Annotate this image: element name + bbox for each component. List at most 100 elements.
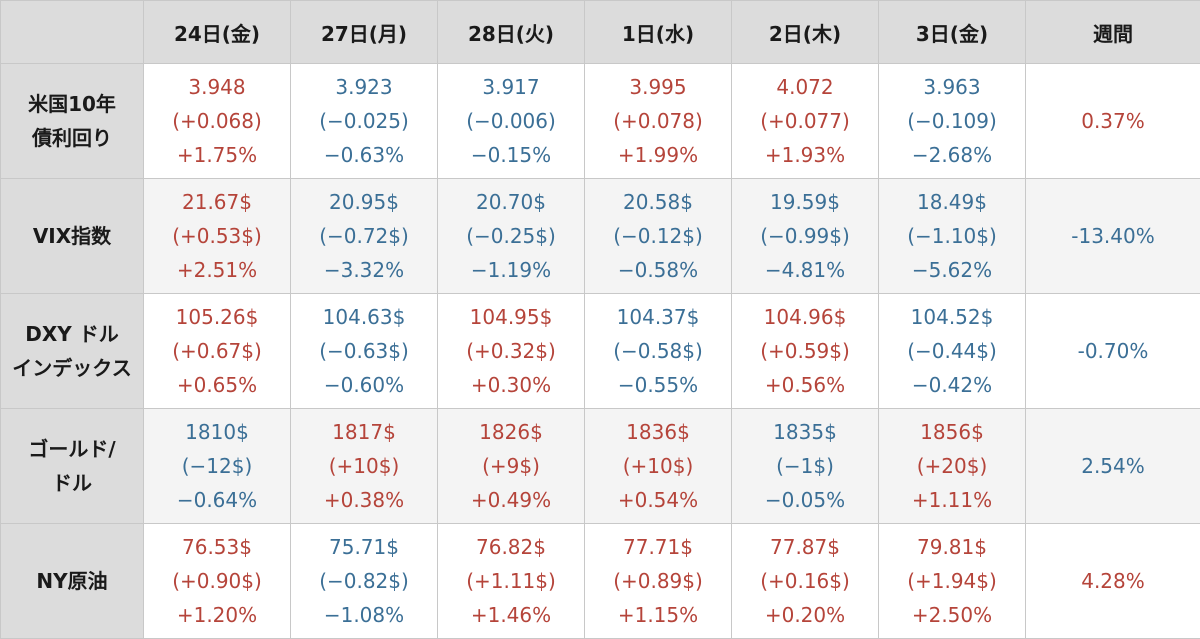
row-label-line: ドル	[1, 466, 143, 500]
price-cell-content: 21.67$(+0.53$)+2.51%	[172, 185, 262, 287]
header-day-cell: 24日(金)	[144, 1, 291, 64]
price-change-percent: −3.32%	[319, 253, 409, 287]
price-change: (+0.89$)	[613, 564, 703, 598]
price-cell: 1817$(+10$)+0.38%	[291, 409, 438, 524]
price-cell-content: 79.81$(+1.94$)+2.50%	[907, 530, 997, 632]
price-change-percent: +0.38%	[324, 483, 404, 517]
row-label-line: 債利回り	[1, 121, 143, 155]
price-change-percent: −2.68%	[907, 138, 997, 172]
price-change-percent: −5.62%	[907, 253, 997, 287]
price-cell: 104.95$(+0.32$)+0.30%	[438, 294, 585, 409]
price-change: (+10$)	[324, 449, 404, 483]
price-cell: 1826$(+9$)+0.49%	[438, 409, 585, 524]
price-cell-content: 104.37$(−0.58$)−0.55%	[613, 300, 703, 402]
price-cell: 1856$(+20$)+1.11%	[879, 409, 1026, 524]
price-cell-content: 75.71$(−0.82$)−1.08%	[319, 530, 409, 632]
row-label-line: VIX指数	[1, 219, 143, 253]
price-value: 21.67$	[172, 185, 262, 219]
price-value: 77.71$	[613, 530, 703, 564]
price-change: (+10$)	[618, 449, 698, 483]
price-cell-content: 104.96$(+0.59$)+0.56%	[760, 300, 850, 402]
price-change: (−0.72$)	[319, 219, 409, 253]
price-cell-content: 104.95$(+0.32$)+0.30%	[466, 300, 556, 402]
price-cell-content: 76.82$(+1.11$)+1.46%	[466, 530, 556, 632]
price-value: 104.37$	[613, 300, 703, 334]
price-cell-content: 20.58$(−0.12$)−0.58%	[613, 185, 703, 287]
table-row: 米国10年債利回り 3.948(+0.068)+1.75% 3.923(−0.025…	[1, 64, 1200, 179]
row-label-line: インデックス	[1, 351, 143, 385]
price-change-percent: −0.55%	[613, 368, 703, 402]
price-cell: 3.995(+0.078)+1.99%	[585, 64, 732, 179]
price-change: (−0.12$)	[613, 219, 703, 253]
price-cell: 3.948(+0.068)+1.75%	[144, 64, 291, 179]
price-cell-content: 3.923(−0.025)−0.63%	[319, 70, 409, 172]
price-value: 104.96$	[760, 300, 850, 334]
price-change: (−1.10$)	[907, 219, 997, 253]
price-cell: 18.49$(−1.10$)−5.62%	[879, 179, 1026, 294]
price-cell-content: 1856$(+20$)+1.11%	[912, 415, 992, 517]
table-header: 24日(金) 27日(月) 28日(火) 1日(水) 2日(木) 3日(金) 週…	[1, 1, 1200, 64]
price-value: 20.95$	[319, 185, 409, 219]
price-cell: 3.917(−0.006)−0.15%	[438, 64, 585, 179]
price-value: 1835$	[765, 415, 845, 449]
header-day-cell: 28日(火)	[438, 1, 585, 64]
table-body: 米国10年債利回り 3.948(+0.068)+1.75% 3.923(−0.025…	[1, 64, 1200, 639]
price-change: (−0.82$)	[319, 564, 409, 598]
price-cell-content: 20.95$(−0.72$)−3.32%	[319, 185, 409, 287]
price-value: 104.63$	[319, 300, 409, 334]
price-change: (+1.94$)	[907, 564, 997, 598]
header-day-cell: 27日(月)	[291, 1, 438, 64]
price-cell: 4.072(+0.077)+1.93%	[732, 64, 879, 179]
price-change: (+0.90$)	[172, 564, 262, 598]
price-cell: 20.95$(−0.72$)−3.32%	[291, 179, 438, 294]
price-change: (+0.078)	[613, 104, 703, 138]
price-change: (+1.11$)	[466, 564, 556, 598]
price-cell-content: 1836$(+10$)+0.54%	[618, 415, 698, 517]
price-value: 76.82$	[466, 530, 556, 564]
price-change-percent: +0.54%	[618, 483, 698, 517]
price-cell: 105.26$(+0.67$)+0.65%	[144, 294, 291, 409]
price-cell: 104.37$(−0.58$)−0.55%	[585, 294, 732, 409]
price-cell: 77.87$(+0.16$)+0.20%	[732, 524, 879, 639]
price-cell-content: 105.26$(+0.67$)+0.65%	[172, 300, 262, 402]
row-label-line: ゴールド/	[1, 432, 143, 466]
price-cell: 3.923(−0.025)−0.63%	[291, 64, 438, 179]
price-change-percent: +2.51%	[172, 253, 262, 287]
price-cell-content: 104.52$(−0.44$)−0.42%	[907, 300, 997, 402]
price-change-percent: −0.60%	[319, 368, 409, 402]
price-cell-content: 3.948(+0.068)+1.75%	[172, 70, 262, 172]
weekly-change-cell: 2.54%	[1026, 409, 1200, 524]
price-change-percent: +1.75%	[172, 138, 262, 172]
price-cell: 79.81$(+1.94$)+2.50%	[879, 524, 1026, 639]
price-change: (−0.63$)	[319, 334, 409, 368]
price-value: 4.072	[760, 70, 850, 104]
price-change: (+0.53$)	[172, 219, 262, 253]
price-value: 3.917	[466, 70, 556, 104]
header-day-cell: 1日(水)	[585, 1, 732, 64]
row-label-cell: DXY ドルインデックス	[1, 294, 144, 409]
row-label-line: 米国10年	[1, 87, 143, 121]
price-change-percent: +0.20%	[760, 598, 850, 632]
price-cell: 104.52$(−0.44$)−0.42%	[879, 294, 1026, 409]
price-cell: 76.82$(+1.11$)+1.46%	[438, 524, 585, 639]
price-change-percent: −0.58%	[613, 253, 703, 287]
price-value: 1836$	[618, 415, 698, 449]
price-change-percent: −0.64%	[177, 483, 257, 517]
price-value: 75.71$	[319, 530, 409, 564]
price-change: (+0.068)	[172, 104, 262, 138]
row-label-cell: ゴールド/ドル	[1, 409, 144, 524]
header-row: 24日(金) 27日(月) 28日(火) 1日(水) 2日(木) 3日(金) 週…	[1, 1, 1200, 64]
price-change-percent: +1.46%	[466, 598, 556, 632]
price-cell-content: 76.53$(+0.90$)+1.20%	[172, 530, 262, 632]
price-value: 3.948	[172, 70, 262, 104]
price-change-percent: −0.42%	[907, 368, 997, 402]
price-value: 18.49$	[907, 185, 997, 219]
price-cell: 20.70$(−0.25$)−1.19%	[438, 179, 585, 294]
price-cell-content: 77.87$(+0.16$)+0.20%	[760, 530, 850, 632]
price-cell: 1836$(+10$)+0.54%	[585, 409, 732, 524]
price-value: 20.58$	[613, 185, 703, 219]
price-change-percent: +0.30%	[466, 368, 556, 402]
price-change-percent: +1.11%	[912, 483, 992, 517]
